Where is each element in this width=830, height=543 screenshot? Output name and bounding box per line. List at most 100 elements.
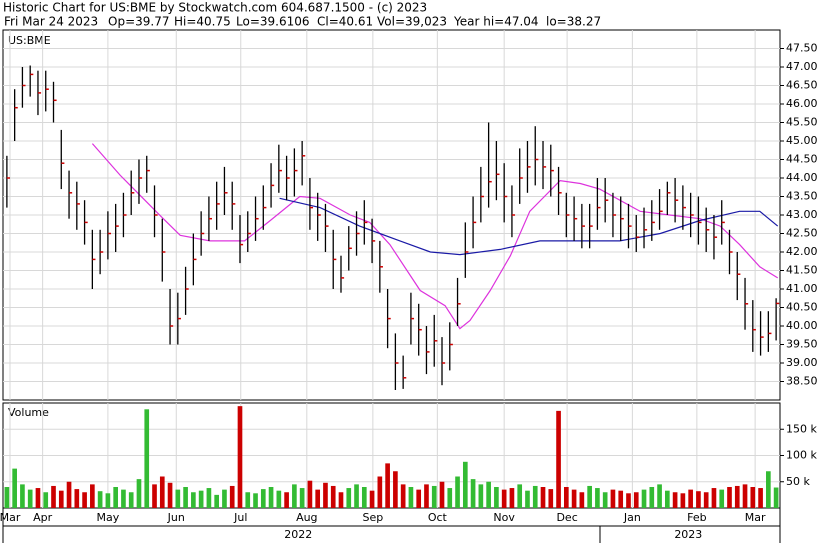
y-tick-label: 47.50	[786, 42, 818, 55]
volume-bar	[556, 410, 561, 508]
x-tick-label: Jul	[233, 511, 247, 524]
volume-bar	[377, 476, 383, 508]
volume-bar	[276, 490, 282, 508]
volume-bar	[439, 481, 445, 508]
x-tick-label: Feb	[687, 511, 706, 524]
header-field: Year hi=47.04	[453, 15, 539, 29]
header-field: Vol=39,023	[377, 15, 447, 29]
volume-bar	[455, 476, 460, 508]
volume-bar	[657, 484, 662, 508]
y-tick-label: 41.50	[786, 264, 818, 277]
volume-bar	[641, 489, 647, 508]
volume-bar	[688, 489, 693, 508]
volume-bar	[315, 489, 321, 508]
y-tick-label: 39.50	[786, 338, 818, 351]
y-tick-label: 100 k	[786, 449, 817, 462]
volume-bar	[121, 489, 126, 508]
panel-label: US:BME	[8, 34, 51, 47]
x-tick-label: Apr	[33, 511, 53, 524]
volume-bar	[408, 487, 414, 508]
y-tick-label: 150 k	[786, 422, 817, 435]
volume-bar	[338, 492, 344, 508]
volume-bar	[416, 489, 422, 508]
volume-bar	[268, 487, 274, 508]
volume-bar	[183, 487, 188, 508]
volume-bar	[159, 476, 165, 508]
volume-bar	[144, 409, 150, 508]
volume-bar	[198, 490, 204, 508]
volume-bar	[361, 487, 367, 508]
volume-bar	[742, 484, 748, 508]
volume-bar	[253, 493, 258, 508]
panel-label: Volume	[8, 406, 49, 419]
volume-bar	[12, 468, 17, 508]
volume-bar	[680, 493, 686, 508]
y-tick-label: 42.00	[786, 245, 818, 258]
volume-bar	[626, 493, 631, 508]
volume-bar	[222, 489, 227, 508]
volume-bar	[206, 488, 212, 508]
volume-bar	[113, 487, 118, 508]
volume-bar	[400, 484, 406, 508]
volume-bar	[105, 493, 111, 508]
volume-bar	[571, 489, 577, 508]
y-tick-label: 40.00	[786, 319, 818, 332]
volume-bar	[431, 485, 437, 508]
volume-bar	[750, 487, 756, 508]
volume-bar	[587, 485, 592, 508]
y-tick-label: 47.00	[786, 60, 818, 73]
volume-bar	[478, 484, 484, 508]
volume-bar	[299, 488, 305, 508]
volume-bar	[90, 484, 95, 508]
volume-bar	[346, 488, 352, 508]
volume-bar	[618, 490, 624, 508]
header-field: Hi=40.75	[174, 15, 231, 29]
volume-bar	[486, 481, 491, 508]
volume-bar	[191, 492, 196, 508]
volume-bar	[43, 492, 49, 508]
volume-bar	[579, 492, 585, 508]
volume-bar	[167, 482, 173, 508]
volume-bar	[602, 492, 608, 508]
moving-average	[91, 143, 779, 330]
volume-bar	[284, 492, 289, 508]
volume-bar	[509, 488, 515, 508]
volume-bar	[633, 492, 639, 508]
volume-bar	[51, 485, 56, 508]
volume-bar	[260, 489, 266, 508]
y-tick-label: 45.50	[786, 116, 818, 129]
volume-bar	[35, 488, 41, 508]
volume-bar	[610, 489, 616, 508]
y-tick-label: 41.00	[786, 282, 818, 295]
x-tick-label: Mar	[0, 511, 21, 524]
volume-bar	[27, 489, 33, 508]
y-tick-label: 43.50	[786, 190, 818, 203]
volume-bar	[424, 484, 429, 508]
volume-bar	[369, 490, 375, 508]
volume-bar	[128, 492, 134, 508]
volume-bar	[447, 488, 453, 508]
volume-bar	[525, 490, 530, 508]
volume-bar	[323, 482, 328, 508]
y-tick-label: 46.00	[786, 97, 818, 110]
y-tick-label: 42.50	[786, 227, 818, 240]
moving-average	[279, 197, 779, 256]
y-tick-label: 40.50	[786, 301, 818, 314]
volume-bar	[307, 480, 313, 508]
volume-bar	[734, 485, 740, 508]
y-tick-label: 50 k	[786, 475, 810, 488]
volume-bar	[501, 489, 507, 508]
volume-bar	[517, 484, 523, 508]
x-tick-label: Mar	[745, 511, 766, 524]
y-tick-label: 44.00	[786, 171, 818, 184]
x-tick-label: Jan	[623, 511, 641, 524]
x-tick-label: Nov	[493, 511, 515, 524]
volume-bar	[649, 487, 655, 508]
x-tick-label: May	[97, 511, 120, 524]
volume-bar	[470, 479, 476, 508]
volume-bar	[548, 489, 554, 508]
volume-bar	[385, 463, 390, 508]
year-label: 2022	[284, 528, 312, 541]
